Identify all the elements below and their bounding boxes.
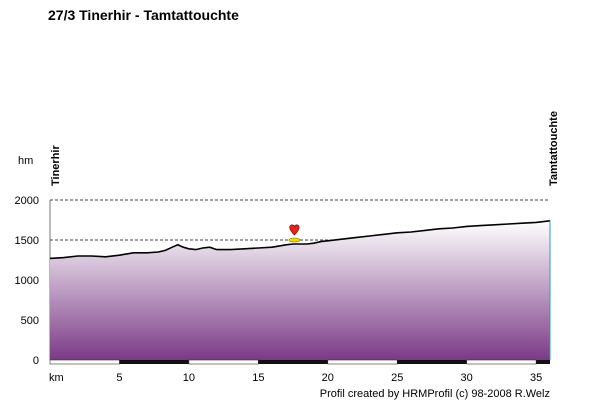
- x-axis-segment: [536, 360, 550, 364]
- x-tick-label: 25: [391, 372, 403, 384]
- x-axis-segment: [466, 359, 537, 365]
- credit-text: Profil created by HRMProfil (c) 98-2008 …: [320, 388, 550, 400]
- x-axis-segment: [119, 360, 189, 364]
- y-tick-label: 2000: [15, 195, 39, 207]
- y-tick-label: 500: [21, 315, 39, 327]
- x-axis-segment: [188, 359, 259, 365]
- x-tick-label: 35: [530, 372, 542, 384]
- x-axis-segment: [49, 359, 120, 365]
- elevation-area: [50, 220, 550, 360]
- x-axis-segment: [327, 359, 398, 365]
- chart-title: 27/3 Tinerhir - Tamtattouchte: [48, 7, 239, 23]
- y-tick-label: 1000: [15, 275, 39, 287]
- heart-icon: [288, 224, 301, 243]
- x-tick-label: 5: [116, 372, 122, 384]
- x-axis-bar: [49, 359, 550, 365]
- end-location-label: Tamtattouchte: [548, 111, 560, 186]
- y-tick-label: 1500: [15, 235, 39, 247]
- x-tick-label: 20: [322, 372, 334, 384]
- x-tick-label: 10: [183, 372, 195, 384]
- x-axis-ticks: 5 10 15 20 25 30 35: [116, 372, 542, 384]
- x-tick-label: 15: [252, 372, 264, 384]
- x-axis-label: km: [49, 372, 64, 384]
- y-tick-label: 0: [33, 355, 39, 367]
- y-axis-ticks: 0 500 1000 1500 2000: [15, 195, 39, 367]
- x-axis-segment: [397, 360, 467, 364]
- elevation-line: [49, 220, 551, 260]
- x-tick-label: 30: [461, 372, 473, 384]
- start-location-label: Tinerhir: [50, 145, 62, 186]
- x-axis-segment: [258, 360, 328, 364]
- y-axis-label: hm: [18, 155, 33, 167]
